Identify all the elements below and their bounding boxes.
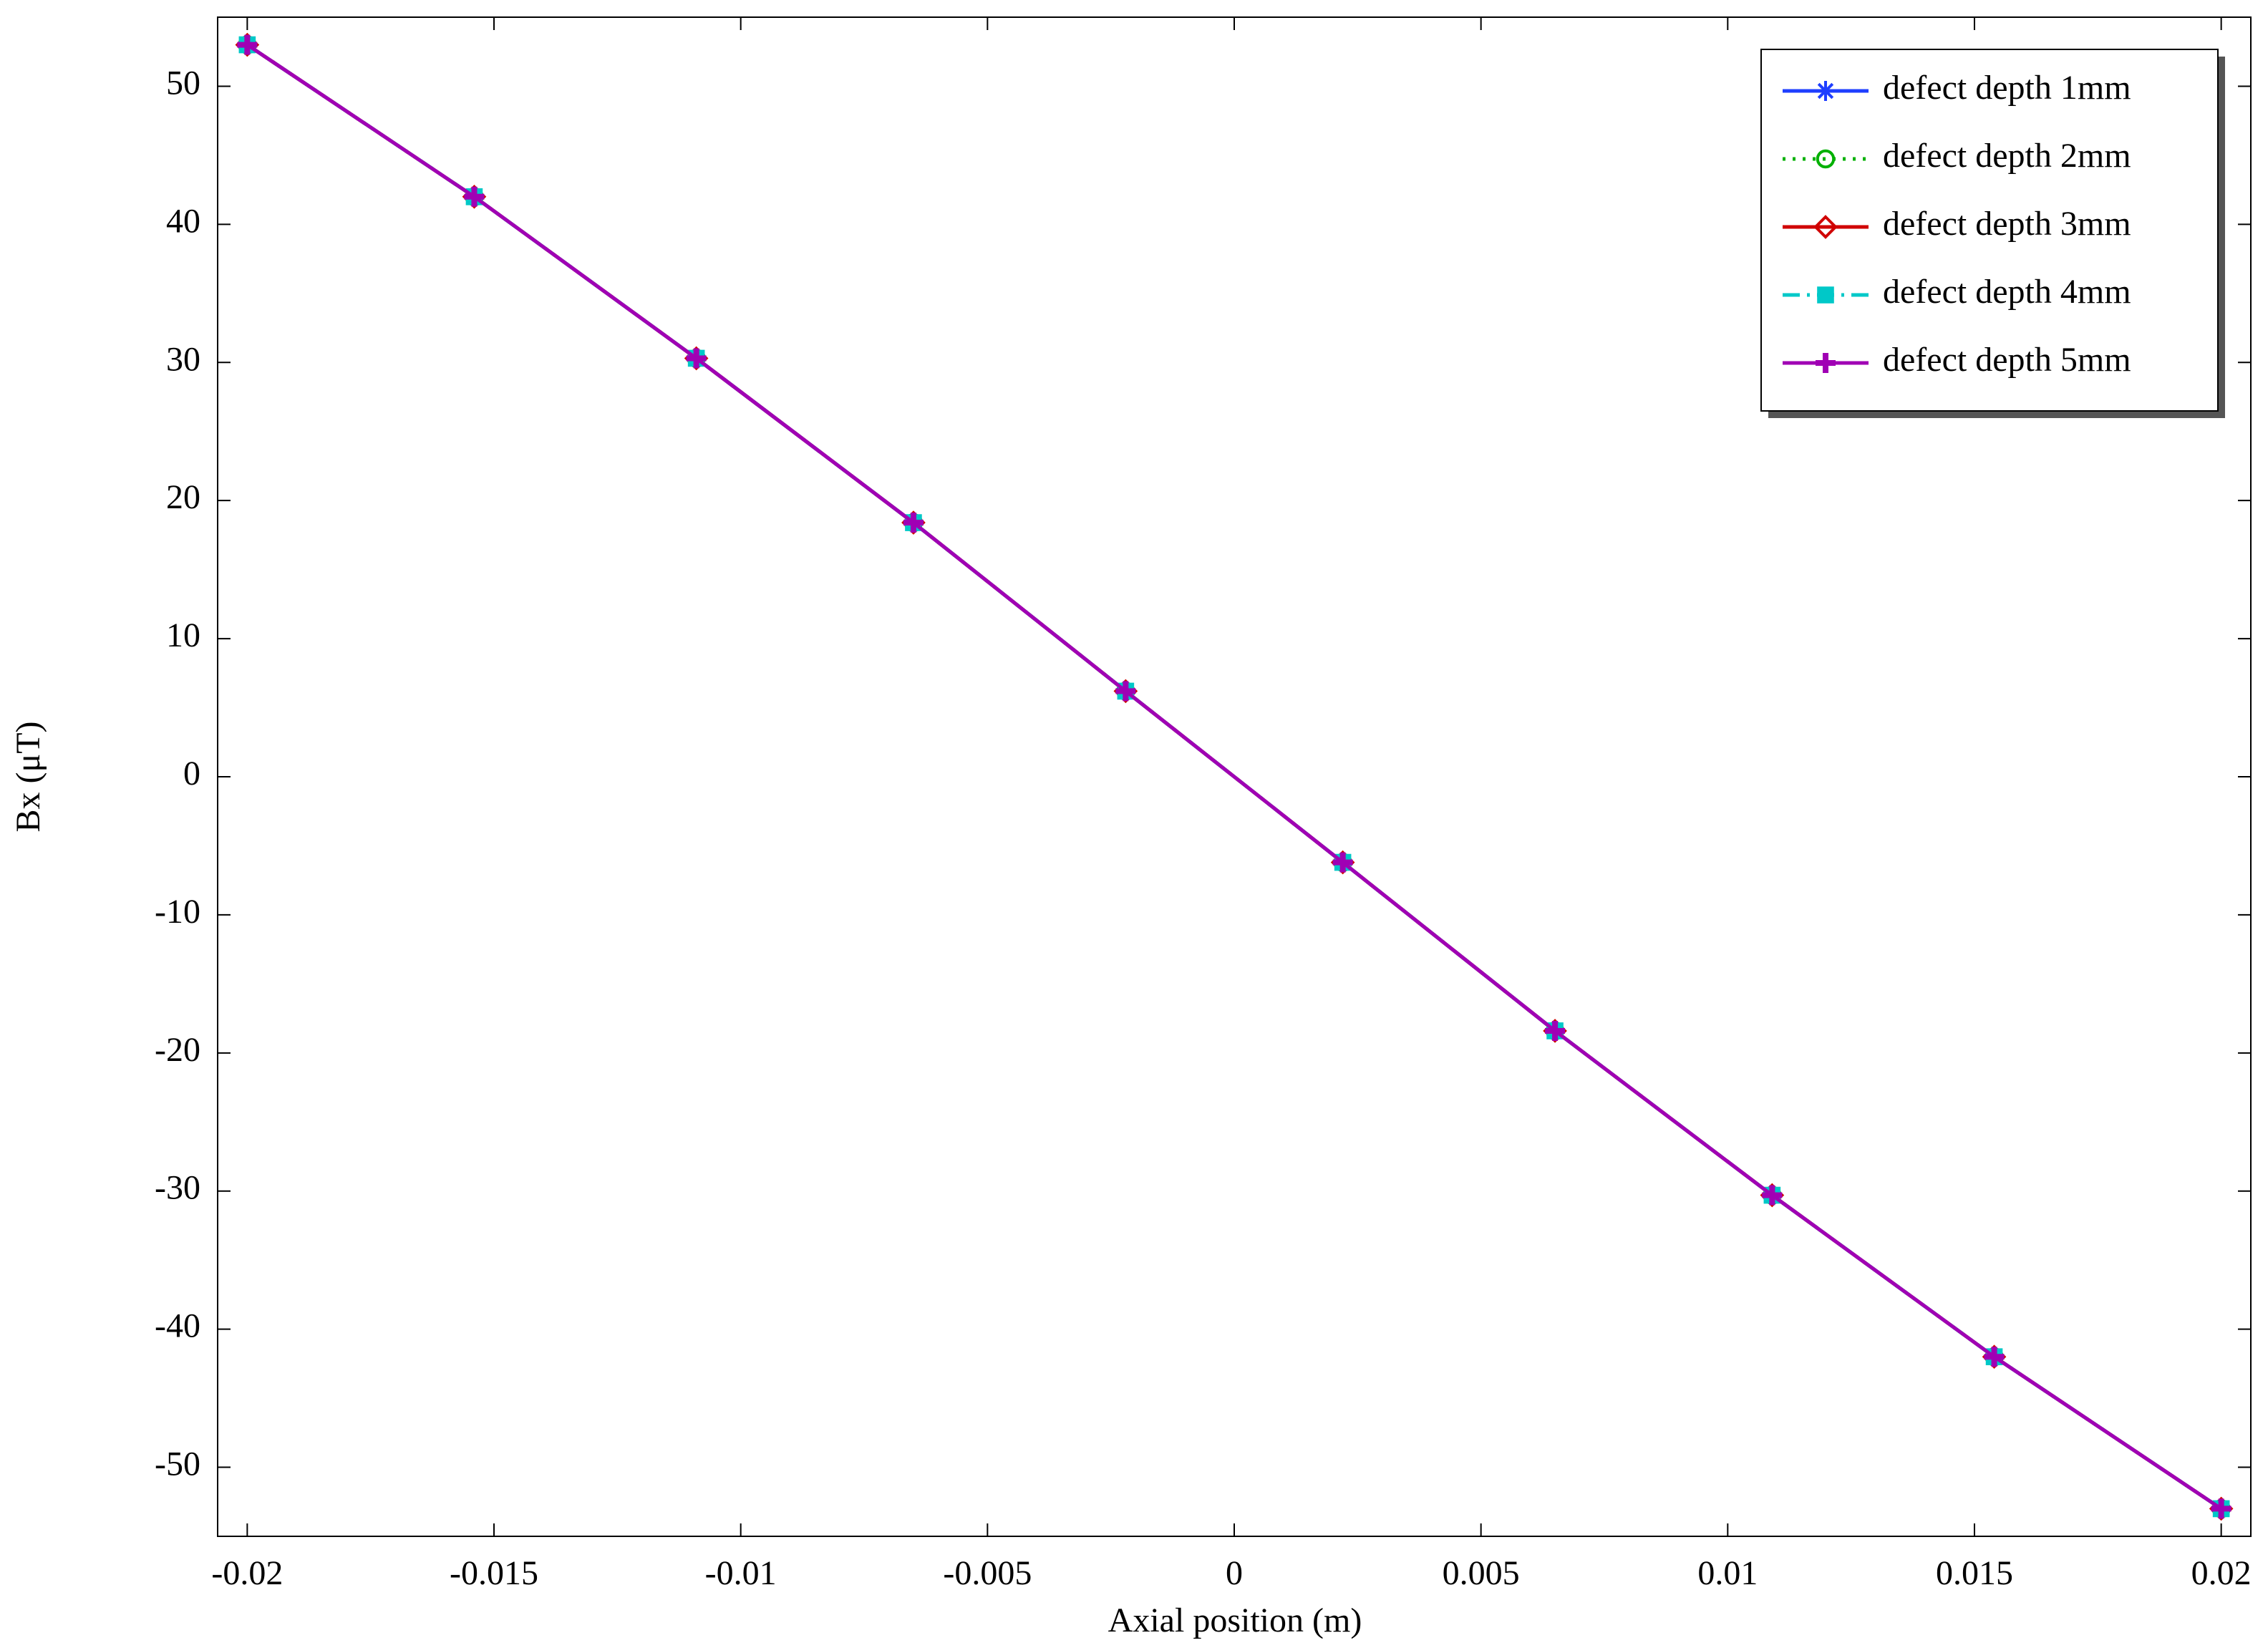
y-tick-label: 10 [166, 616, 200, 654]
data-point [1762, 1185, 1783, 1206]
x-tick-label: -0.01 [705, 1554, 777, 1592]
legend-marker [1817, 286, 1834, 304]
data-point [1115, 681, 1136, 702]
x-tick-label: 0.01 [1697, 1554, 1758, 1592]
legend-label: defect depth 3mm [1883, 205, 2131, 243]
y-tick-label: 20 [166, 478, 200, 516]
y-tick-label: 40 [166, 202, 200, 240]
x-tick-label: -0.005 [943, 1554, 1032, 1592]
x-tick-label: 0.02 [2191, 1554, 2252, 1592]
y-tick-label: -40 [155, 1307, 200, 1345]
data-point [1545, 1020, 1566, 1041]
data-point [903, 513, 924, 533]
x-tick-label: -0.015 [450, 1554, 538, 1592]
y-tick-label: -50 [155, 1445, 200, 1483]
legend-marker [1816, 353, 1836, 373]
legend-label: defect depth 1mm [1883, 69, 2131, 107]
x-tick-label: 0.015 [1936, 1554, 2013, 1592]
y-tick-label: 0 [183, 755, 200, 793]
data-point [464, 186, 485, 207]
x-tick-label: 0 [1226, 1554, 1243, 1592]
y-tick-label: 50 [166, 64, 200, 102]
data-point [1984, 1347, 2005, 1367]
y-tick-label: -20 [155, 1031, 200, 1069]
plot-frame [217, 16, 2252, 1537]
data-point [686, 348, 707, 369]
legend-label: defect depth 4mm [1883, 273, 2131, 311]
legend-marker [1813, 215, 1838, 239]
y-tick-label: -30 [155, 1169, 200, 1207]
x-axis-label: Axial position (m) [1108, 1601, 1362, 1639]
legend-box [1760, 49, 2219, 412]
y-tick-label: 30 [166, 340, 200, 378]
legend-label: defect depth 5mm [1883, 341, 2131, 379]
series-line [246, 43, 2223, 1511]
y-tick-label: -10 [155, 893, 200, 931]
data-point [2211, 1498, 2231, 1519]
data-point [237, 34, 258, 55]
legend-label: defect depth 2mm [1883, 137, 2131, 175]
x-tick-label: 0.005 [1443, 1554, 1520, 1592]
x-tick-label: -0.02 [211, 1554, 283, 1592]
legend-marker [1816, 81, 1836, 101]
data-point [1332, 852, 1353, 873]
y-axis-label: Bx (μT) [9, 721, 47, 832]
legend-marker [1816, 149, 1836, 169]
